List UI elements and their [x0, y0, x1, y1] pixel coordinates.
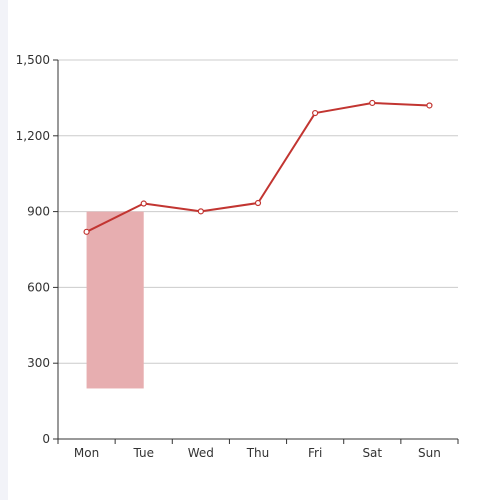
x-tick-label: Mon	[74, 446, 99, 460]
data-point	[83, 228, 90, 235]
y-tick-label: 600	[27, 280, 50, 294]
x-tick-label: Tue	[132, 446, 154, 460]
x-tick-label: Wed	[188, 446, 214, 460]
y-tick-label: 1,200	[16, 129, 50, 143]
data-point	[312, 109, 319, 117]
x-tick-label: Fri	[308, 446, 322, 460]
y-tick-label: 900	[27, 205, 50, 219]
data-point	[426, 102, 433, 109]
y-tick-label: 1,500	[16, 53, 50, 67]
data-point	[369, 99, 376, 107]
data-point	[140, 200, 147, 207]
y-tick-label: 300	[27, 356, 50, 370]
x-tick-label: Thu	[246, 446, 270, 460]
data-point	[254, 199, 262, 207]
y-tick-label: 0	[42, 432, 50, 446]
x-tick-label: Sat	[362, 446, 382, 460]
left-panel-strip	[0, 0, 8, 500]
data-point	[197, 208, 204, 215]
x-tick-label: Sun	[418, 446, 441, 460]
marked-area	[86, 211, 144, 389]
